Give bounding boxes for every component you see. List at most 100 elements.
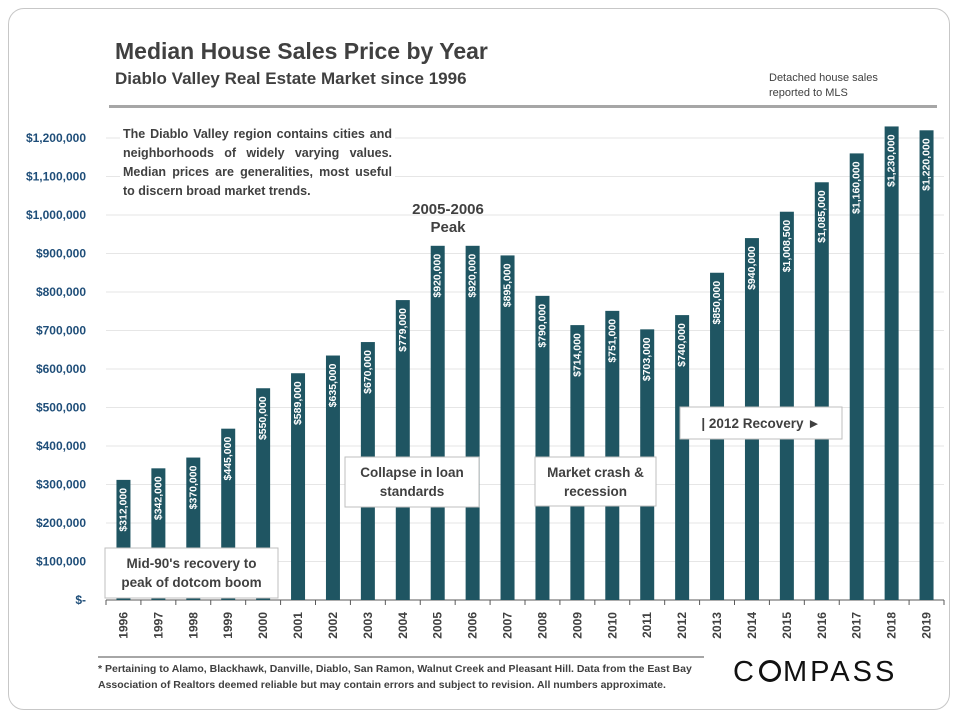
bar-value-label: $740,000	[676, 323, 688, 367]
bar-value-label: $790,000	[536, 304, 548, 348]
x-tick-label: 2004	[396, 612, 410, 639]
bar-value-label: $779,000	[397, 308, 409, 352]
x-tick-label: 2001	[291, 612, 305, 639]
x-tick-label: 2003	[361, 612, 375, 639]
bar-value-label: $1,220,000	[921, 138, 933, 191]
logo-o-ring	[758, 660, 781, 682]
bar	[430, 245, 445, 601]
x-tick-label: 2002	[326, 612, 340, 639]
bars: $312,000 $342,000 $370,000 $445,000 $550,000…	[116, 126, 934, 601]
x-tick-label: 1997	[151, 612, 165, 639]
y-tick-label: $600,000	[36, 362, 86, 376]
annotation-dotcom-box	[104, 547, 279, 599]
x-tick-label: 2007	[501, 612, 515, 639]
bar-value-label: $370,000	[187, 465, 199, 509]
annotation-2012-recovery-text: | 2012 Recovery ►	[701, 415, 821, 431]
annotations: The Diablo Valley region contains cities…	[104, 125, 843, 599]
bar-value-label: $1,160,000	[851, 161, 863, 214]
bar-value-label: $589,000	[292, 381, 304, 425]
y-tick-label: $-	[75, 593, 86, 607]
y-tick-label: $1,200,000	[26, 131, 86, 145]
x-tick-label: 2013	[710, 612, 724, 639]
annotation-dotcom: Mid-90's recovery to peak of dotcom boom	[121, 556, 262, 590]
page-subtitle: Diablo Valley Real Estate Market since 1…	[115, 69, 467, 88]
bar-value-label: $1,230,000	[886, 134, 898, 187]
y-tick-label: $800,000	[36, 285, 86, 299]
annotation-loan-collapse-text: Collapse in loan standards	[360, 465, 464, 499]
bar-value-label: $850,000	[711, 281, 723, 325]
annotation-description-text: The Diablo Valley region contains cities…	[120, 125, 395, 201]
x-tick-label: 2006	[466, 612, 480, 639]
footnote: * Pertaining to Alamo, Blackhawk, Danvil…	[98, 663, 692, 691]
bar-value-label: $1,008,500	[781, 220, 793, 273]
bar-value-label: $920,000	[432, 254, 444, 298]
y-tick-label: $1,100,000	[26, 170, 86, 184]
x-tick-label: 2009	[570, 612, 584, 639]
annotation-market-crash-box	[534, 456, 657, 507]
x-tick-label: 2008	[535, 612, 549, 639]
bar-value-label: $751,000	[606, 319, 618, 363]
annotation-market-crash: Market crash & recession	[547, 464, 644, 499]
annotation-description: The Diablo Valley region contains cities…	[120, 125, 395, 201]
header-divider	[109, 105, 937, 108]
y-axis-ticks: $- $100,000 $200,000 $300,000 $400,000 $500,0…	[26, 131, 86, 607]
x-tick-label: 2010	[605, 612, 619, 639]
x-tick-label: 1999	[221, 612, 235, 639]
x-tick-label: 2011	[640, 612, 654, 638]
y-tick-label: $200,000	[36, 516, 86, 530]
annotation-dotcom-text: Mid-90's recovery to peak of dotcom boom	[121, 556, 262, 590]
x-tick-label: 2005	[431, 612, 445, 639]
y-tick-label: $100,000	[36, 555, 86, 569]
bar-value-label: $703,000	[641, 337, 653, 381]
bar	[325, 355, 340, 600]
bar	[465, 245, 480, 601]
bar	[849, 153, 864, 600]
annotation-2012-recovery-box	[679, 406, 843, 440]
y-tick-label: $500,000	[36, 401, 86, 415]
bar	[500, 255, 515, 601]
bar	[884, 126, 899, 600]
bar	[779, 211, 794, 601]
annotation-peak-line2: Peak	[430, 219, 466, 236]
bar-value-label: $445,000	[222, 437, 234, 481]
x-tick-label: 1998	[186, 612, 200, 639]
bar-value-label: $895,000	[502, 263, 514, 307]
bar	[605, 310, 620, 600]
bar-value-label: $635,000	[327, 363, 339, 407]
x-tick-label: 2015	[780, 612, 794, 639]
x-tick-label: 2018	[885, 612, 899, 639]
bar-value-label: $342,000	[152, 476, 164, 520]
x-tick-label: 2012	[675, 612, 689, 639]
bar	[395, 300, 410, 600]
y-tick-label: $700,000	[36, 324, 86, 338]
footer-divider	[98, 656, 704, 658]
x-tick-label: 2016	[815, 612, 829, 639]
annotation-2012-recovery: | 2012 Recovery ►	[701, 415, 821, 431]
bar	[256, 388, 271, 600]
bar-value-label: $550,000	[257, 396, 269, 440]
page-title: Median House Sales Price by Year	[115, 38, 488, 64]
bar-value-label: $670,000	[362, 350, 374, 394]
x-tick-label: 2017	[850, 612, 864, 639]
annotation-market-crash-text: Market crash & recession	[547, 464, 644, 499]
bar-value-label: $940,000	[746, 246, 758, 290]
x-tick-label: 2000	[256, 612, 270, 639]
bar-value-label: $1,085,000	[816, 190, 828, 243]
annotation-loan-collapse: Collapse in loan standards	[360, 465, 464, 499]
y-tick-label: $300,000	[36, 478, 86, 492]
source-note: Detached house sales reported to MLS	[769, 72, 878, 99]
bar	[814, 182, 829, 600]
bar	[675, 315, 690, 600]
bar	[919, 130, 934, 601]
bar-value-label: $920,000	[467, 254, 479, 298]
annotation-peak-line1: 2005-2006	[412, 201, 484, 218]
bar	[291, 373, 306, 600]
x-tick-label: 1996	[116, 612, 130, 639]
y-tick-label: $400,000	[36, 439, 86, 453]
annotation-loan-collapse-box	[344, 456, 480, 508]
brand-logo: C MPASS	[733, 656, 898, 688]
x-tick-label: 2019	[920, 612, 934, 639]
y-tick-label: $900,000	[36, 247, 86, 261]
bar	[535, 295, 550, 600]
